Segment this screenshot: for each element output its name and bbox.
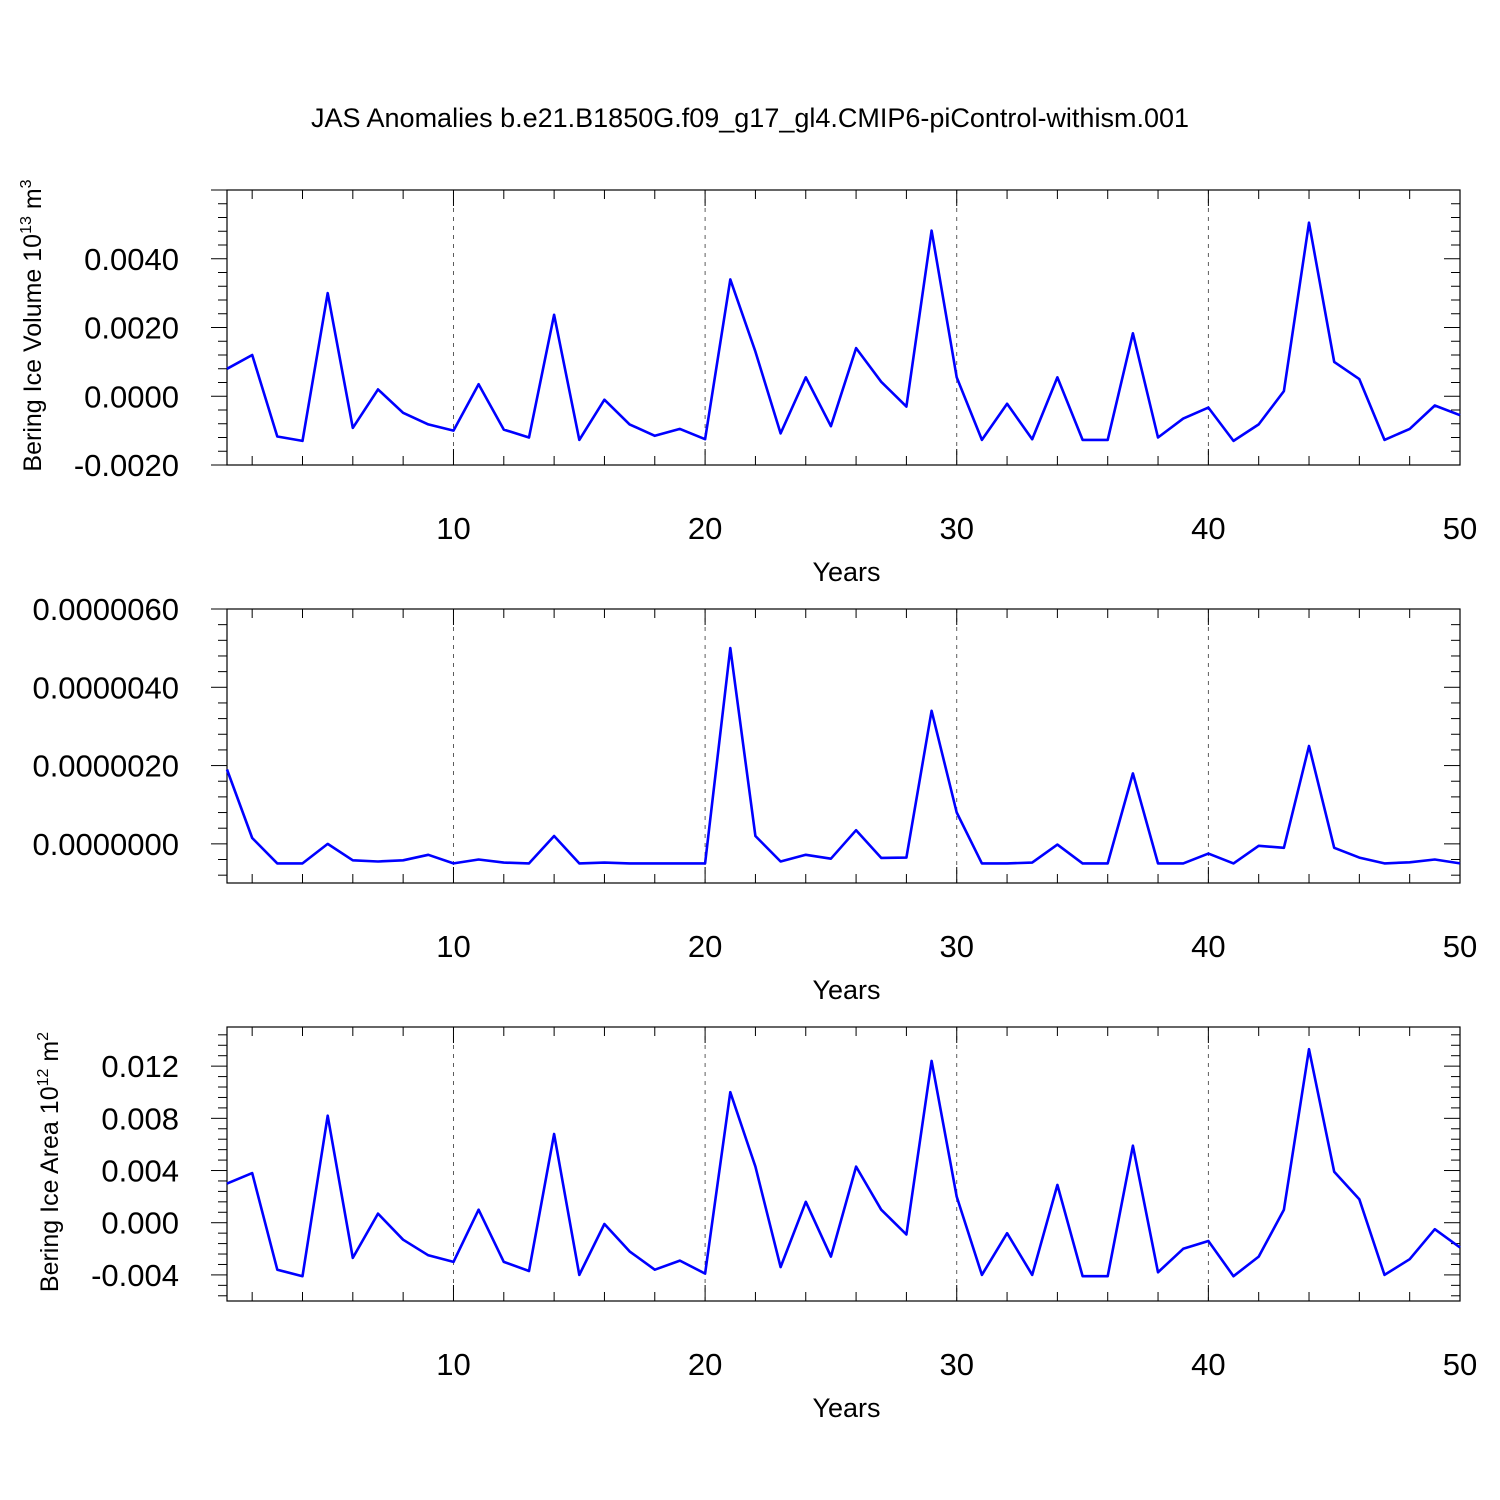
x-tick-label: 30 [939, 511, 973, 546]
x-tick-label: 40 [1191, 929, 1225, 964]
x-tick-label: 50 [1443, 1347, 1477, 1382]
series-line [225, 646, 1461, 865]
y-tick-label: 0.000 [101, 1206, 179, 1241]
y-axis-label: Bering Ice Volume 1013 m3 [18, 179, 47, 471]
x-tick-label: 10 [436, 511, 470, 546]
x-tick-label: 50 [1443, 511, 1477, 546]
y-tick-label: 0.0000020 [32, 749, 179, 784]
y-tick-label: 0.0040 [84, 242, 179, 277]
y-axis-label: Bering Ice Area 1012 m2 [35, 1032, 64, 1292]
plot-frame [226, 608, 1461, 884]
x-tick-label: 20 [688, 1347, 722, 1382]
series-line [226, 221, 1461, 443]
x-tick-label: 20 [688, 511, 722, 546]
panel-middle: 0.0000000 0.0000020 0.0000040 0.0000060 10 20… [32, 592, 1477, 1005]
y-tick-label: 0.0000000 [32, 827, 179, 862]
x-tick-label: 20 [688, 929, 722, 964]
x-axis-label: Years [812, 1393, 880, 1423]
y-tick-label: 0.0000060 [32, 592, 179, 627]
plot-frame [226, 189, 1461, 466]
plot-frame [226, 1026, 1461, 1302]
y-tick-label: 0.0000 [84, 379, 179, 414]
x-tick-label: 30 [939, 929, 973, 964]
x-tick-label: 50 [1443, 929, 1477, 964]
x-axis-label: Years [812, 557, 880, 587]
series-line [226, 1047, 1461, 1278]
x-tick-label: 30 [939, 1347, 973, 1382]
y-tick-label: -0.004 [91, 1258, 179, 1293]
y-tick-label: 0.008 [101, 1101, 179, 1136]
y-tick-label: 0.012 [101, 1049, 179, 1084]
x-tick-label: 40 [1191, 511, 1225, 546]
chart-title: JAS Anomalies b.e21.B1850G.f09_g17_gl4.C… [311, 103, 1189, 133]
x-tick-label: 10 [436, 1347, 470, 1382]
x-tick-label: 40 [1191, 1347, 1225, 1382]
y-tick-label: 0.004 [101, 1154, 179, 1189]
x-axis-label: Years [812, 975, 880, 1005]
y-tick-label: 0.0020 [84, 311, 179, 346]
y-tick-label: 0.0000040 [32, 670, 179, 705]
y-tick-label: -0.0020 [74, 448, 179, 483]
x-tick-label: 10 [436, 929, 470, 964]
panel-volume: -0.0020 0.0000 0.0020 0.0040 10 20 30 40 50 Years… [18, 179, 1477, 587]
panel-area: -0.004 0.000 0.004 0.008 0.012 10 20 30 40 50 Year… [35, 1026, 1477, 1423]
